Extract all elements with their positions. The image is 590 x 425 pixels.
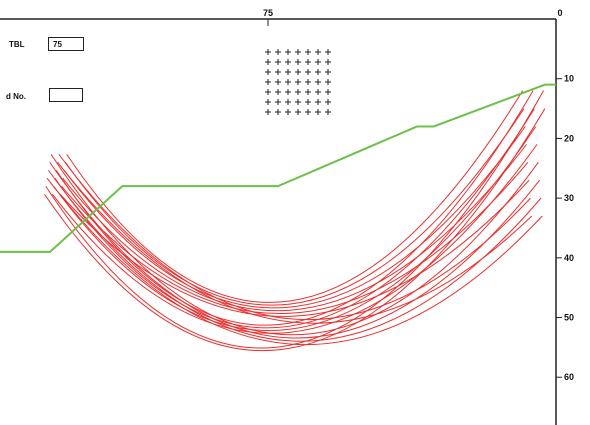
slip-arc — [51, 144, 538, 334]
grid-center-mark — [295, 109, 301, 115]
right-tick-label-30: 30 — [564, 193, 574, 203]
grid-center-mark — [295, 79, 301, 85]
slip-arc — [54, 108, 535, 329]
grid-center-mark — [275, 79, 281, 85]
grid-center-mark — [265, 89, 271, 95]
slip-center-grid — [265, 49, 331, 115]
grid-center-mark — [285, 89, 291, 95]
field2-input[interactable] — [49, 88, 83, 102]
grid-center-mark — [325, 109, 331, 115]
slip-arc — [66, 90, 524, 303]
grid-center-mark — [265, 69, 271, 75]
slip-arc — [55, 90, 534, 326]
slip-arc — [49, 161, 541, 339]
slip-arc — [46, 177, 543, 345]
grid-center-mark — [315, 109, 321, 115]
top-tick-label-0: 0 — [557, 8, 562, 18]
grid-center-mark — [295, 99, 301, 105]
grid-center-mark — [295, 69, 301, 75]
grid-center-mark — [305, 59, 311, 65]
ground-profile-line — [0, 83, 556, 253]
grid-center-mark — [325, 69, 331, 75]
slip-arc — [57, 161, 533, 324]
field1-label: TBL — [9, 40, 25, 49]
grid-center-mark — [265, 49, 271, 55]
grid-center-mark — [275, 69, 281, 75]
field1-input[interactable]: 75 — [48, 37, 84, 51]
right-tick-label-10: 10 — [564, 74, 574, 84]
right-tick-label-20: 20 — [564, 133, 574, 143]
grid-center-mark — [295, 49, 301, 55]
grid-center-mark — [315, 79, 321, 85]
right-tick-label-40: 40 — [564, 253, 574, 263]
grid-center-mark — [325, 99, 331, 105]
grid-center-mark — [275, 89, 281, 95]
grid-center-mark — [325, 79, 331, 85]
grid-center-mark — [265, 99, 271, 105]
slip-arc — [47, 169, 542, 342]
grid-center-mark — [315, 99, 321, 105]
grid-center-mark — [305, 89, 311, 95]
grid-center-mark — [295, 59, 301, 65]
grid-center-mark — [285, 109, 291, 115]
slip-arc — [61, 161, 529, 314]
right-tick-label-60: 60 — [564, 372, 574, 382]
grid-center-mark — [285, 59, 291, 65]
right-tick-label-50: 50 — [564, 313, 574, 323]
grid-center-mark — [305, 49, 311, 55]
grid-center-mark — [265, 109, 271, 115]
grid-center-mark — [275, 49, 281, 55]
grid-center-mark — [315, 59, 321, 65]
slip-surfaces — [44, 90, 546, 352]
slip-arc — [63, 126, 526, 309]
grid-center-mark — [295, 89, 301, 95]
grid-center-mark — [305, 109, 311, 115]
slip-arc — [44, 108, 546, 352]
grid-center-mark — [315, 89, 321, 95]
grid-center-mark — [305, 99, 311, 105]
grid-center-mark — [285, 79, 291, 85]
grid-center-mark — [275, 99, 281, 105]
grid-center-mark — [285, 69, 291, 75]
slip-arc — [50, 153, 539, 336]
top-tick-label-75: 75 — [263, 8, 273, 18]
slip-arc — [65, 108, 525, 306]
grid-center-mark — [305, 79, 311, 85]
grid-center-mark — [265, 59, 271, 65]
slip-arc — [58, 153, 531, 321]
slip-arc — [45, 90, 545, 349]
grid-center-mark — [285, 49, 291, 55]
grid-center-mark — [325, 59, 331, 65]
grid-center-mark — [315, 69, 321, 75]
grid-center-mark — [265, 79, 271, 85]
field2-label: d No. — [6, 92, 26, 101]
grid-center-mark — [275, 109, 281, 115]
grid-center-mark — [275, 59, 281, 65]
grid-center-mark — [315, 49, 321, 55]
grid-center-mark — [305, 69, 311, 75]
slip-arc — [53, 126, 537, 331]
grid-center-mark — [325, 49, 331, 55]
grid-center-mark — [285, 99, 291, 105]
grid-center-mark — [325, 89, 331, 95]
right-axis-ticks: 10 20 30 40 50 60 — [556, 74, 574, 382]
